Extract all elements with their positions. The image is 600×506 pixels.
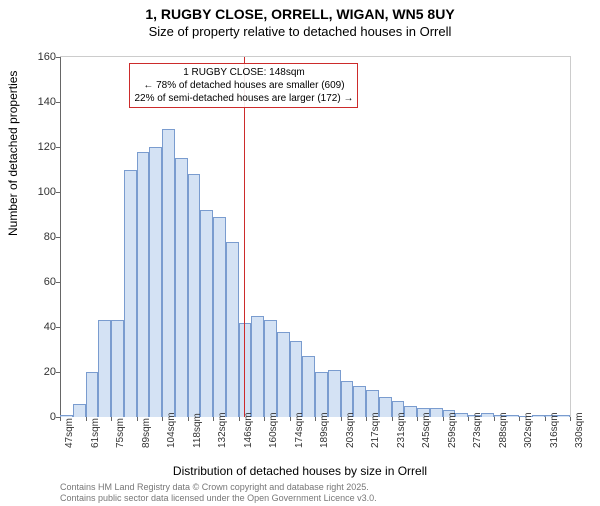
histogram-bar (302, 356, 315, 417)
reference-line (244, 57, 245, 417)
histogram-bar (264, 320, 277, 417)
x-tick-label: 189sqm (319, 412, 330, 448)
y-axis-label: Number of detached properties (6, 71, 20, 236)
y-tick-label: 120 (22, 141, 56, 153)
annotation-box: 1 RUGBY CLOSE: 148sqm← 78% of detached h… (129, 63, 358, 108)
histogram-bar (137, 152, 150, 418)
x-tick-label: 104sqm (166, 412, 177, 448)
attribution: Contains HM Land Registry data © Crown c… (60, 482, 377, 504)
x-tick-label: 330sqm (574, 412, 585, 448)
histogram-bar (149, 147, 162, 417)
histogram-bar (328, 370, 341, 417)
y-tick-label: 20 (22, 366, 56, 378)
x-tick-label: 160sqm (268, 412, 279, 448)
chart-title-main: 1, RUGBY CLOSE, ORRELL, WIGAN, WN5 8UY (0, 6, 600, 22)
plot-area: 020406080100120140160 47sqm61sqm75sqm89s… (60, 56, 571, 417)
x-tick-label: 174sqm (294, 412, 305, 448)
x-tick-label: 132sqm (217, 412, 228, 448)
histogram-bar (290, 341, 303, 418)
y-tick-label: 160 (22, 51, 56, 63)
x-tick-label: 47sqm (64, 418, 75, 448)
annotation-line3: 22% of semi-detached houses are larger (… (134, 92, 353, 105)
histogram-bar (251, 316, 264, 417)
histogram-bar (175, 158, 188, 417)
annotation-line1: 1 RUGBY CLOSE: 148sqm (134, 66, 353, 79)
x-tick-label: 302sqm (523, 412, 534, 448)
chart-title-sub: Size of property relative to detached ho… (0, 24, 600, 39)
annotation-line2: ← 78% of detached houses are smaller (60… (134, 79, 353, 92)
x-tick-label: 61sqm (90, 418, 101, 448)
y-tick-label: 80 (22, 231, 56, 243)
x-tick-label: 89sqm (141, 418, 152, 448)
x-tick-label: 288sqm (498, 412, 509, 448)
histogram-bar (213, 217, 226, 417)
y-tick-label: 40 (22, 321, 56, 333)
x-tick-label: 75sqm (115, 418, 126, 448)
attribution-line2: Contains public sector data licensed und… (60, 493, 377, 504)
histogram-bar (111, 320, 124, 417)
histogram-bar (162, 129, 175, 417)
histogram-bar (226, 242, 239, 418)
x-tick-label: 146sqm (243, 412, 254, 448)
y-tick-label: 100 (22, 186, 56, 198)
x-tick-label: 203sqm (345, 412, 356, 448)
histogram-bar (73, 404, 86, 418)
x-tick-label: 118sqm (192, 413, 203, 448)
histogram-bar (200, 210, 213, 417)
histogram-bar (188, 174, 201, 417)
x-axis-label: Distribution of detached houses by size … (0, 464, 600, 478)
y-tick-label: 0 (22, 411, 56, 423)
x-tick-label: 316sqm (549, 412, 560, 448)
x-tick-label: 273sqm (472, 412, 483, 448)
x-tick-label: 231sqm (396, 412, 407, 448)
histogram-bar (98, 320, 111, 417)
x-tick-label: 245sqm (421, 412, 432, 448)
x-tick-label: 259sqm (447, 412, 458, 448)
chart-container: 1, RUGBY CLOSE, ORRELL, WIGAN, WN5 8UY S… (0, 6, 600, 506)
histogram-bar (315, 372, 328, 417)
bars-layer (60, 57, 570, 417)
attribution-line1: Contains HM Land Registry data © Crown c… (60, 482, 377, 493)
y-tick-label: 60 (22, 276, 56, 288)
x-tick-label: 217sqm (370, 412, 381, 448)
histogram-bar (60, 415, 73, 417)
histogram-bar (124, 170, 137, 418)
y-tick-label: 140 (22, 96, 56, 108)
histogram-bar (86, 372, 99, 417)
histogram-bar (277, 332, 290, 418)
